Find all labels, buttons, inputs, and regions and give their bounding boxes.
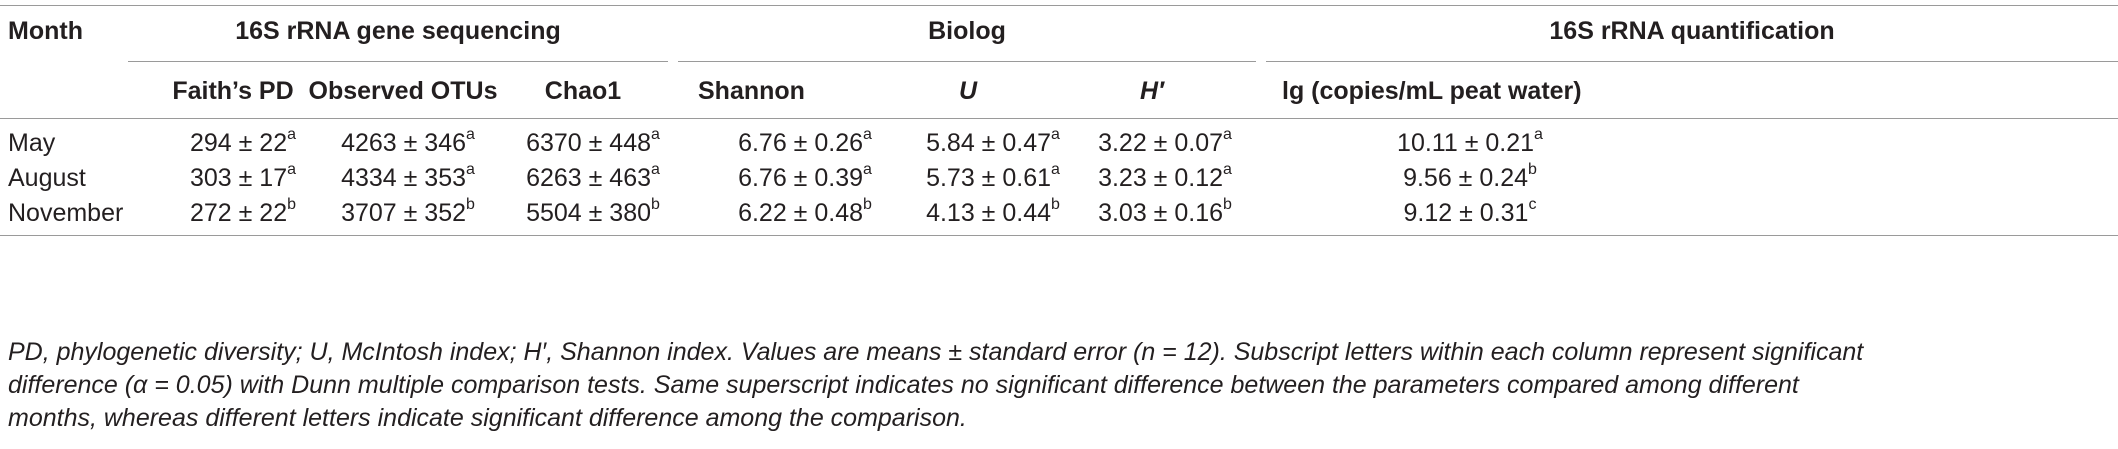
quantification-group-rule <box>1266 61 2118 62</box>
table-row-month: August <box>8 164 86 192</box>
table-cell: 5.73 ± 0.61a <box>926 160 1060 192</box>
h-prime-header: H′ <box>1139 77 1165 105</box>
table-cell: 4263 ± 346a <box>341 125 475 157</box>
table-cell: 9.12 ± 0.31c <box>1403 195 1537 227</box>
table-cell: 3.22 ± 0.07a <box>1098 125 1232 157</box>
biolog-group-rule <box>678 61 1256 62</box>
table-cell: 3.03 ± 0.16b <box>1098 195 1232 227</box>
table-cell: 5.84 ± 0.47a <box>926 125 1060 157</box>
table-cell: 272 ± 22b <box>189 195 297 227</box>
table-cell: 3707 ± 352b <box>341 195 475 227</box>
month-header: Month <box>8 17 83 45</box>
shannon-header: Shannon <box>698 77 805 105</box>
table-row-month: May <box>8 129 56 157</box>
table-cell: 6263 ± 463a <box>526 160 660 192</box>
observed-otus-header: Observed OTUs <box>308 77 498 105</box>
lg-header: lg (copies/mL peat water) <box>1282 77 1582 105</box>
table-bottom-rule <box>0 235 2118 236</box>
table-cell: 10.11 ± 0.21a <box>1397 125 1543 157</box>
table-cell: 3.23 ± 0.12a <box>1098 160 1232 192</box>
sequencing-group-rule <box>128 61 668 62</box>
biolog-group-header: Biolog <box>928 17 1006 45</box>
table-cell: 294 ± 22a <box>189 125 297 157</box>
table-cell: 6370 ± 448a <box>526 125 660 157</box>
table-cell: 4.13 ± 0.44b <box>926 195 1060 227</box>
u-header: U <box>958 77 978 105</box>
table-top-rule <box>0 5 2118 6</box>
quantification-group-header: 16S rRNA quantification <box>1549 17 1835 45</box>
sequencing-group-header: 16S rRNA gene sequencing <box>235 17 561 45</box>
chao1-header: Chao1 <box>544 77 622 105</box>
footnote-line: PD, phylogenetic diversity; U, McIntosh … <box>8 338 1864 366</box>
table-cell: 303 ± 17a <box>189 160 297 192</box>
table-cell: 6.76 ± 0.26a <box>738 125 872 157</box>
footnote-line: difference (α = 0.05) with Dunn multiple… <box>8 371 1799 399</box>
table-footnote: PD, phylogenetic diversity; U, McIntosh … <box>8 336 2108 435</box>
table-cell: 9.56 ± 0.24b <box>1403 160 1537 192</box>
table-row-month: November <box>8 199 124 227</box>
header-bottom-rule <box>0 118 2118 119</box>
table-cell: 4334 ± 353a <box>341 160 475 192</box>
table-cell: 6.76 ± 0.39a <box>738 160 872 192</box>
footnote-line: months, whereas different letters indica… <box>8 404 967 432</box>
table-cell: 6.22 ± 0.48b <box>738 195 872 227</box>
faith-pd-header: Faith’s PD <box>172 77 294 105</box>
table-cell: 5504 ± 380b <box>526 195 660 227</box>
